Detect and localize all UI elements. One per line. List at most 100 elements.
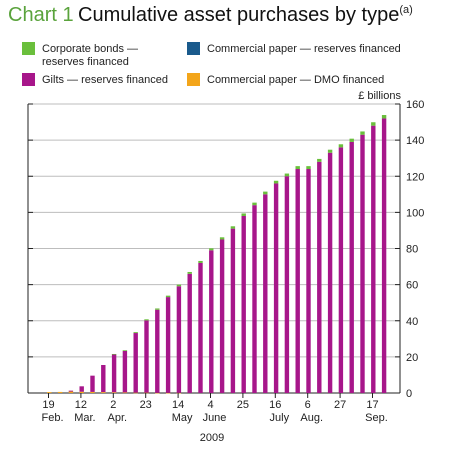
chart-number: Chart 1 [8,4,74,26]
x-tick-month-label: Aug. [300,412,323,424]
y-tick-label: 60 [406,280,418,292]
bar-corporate-bonds [360,131,365,135]
bar-gilts [79,386,84,392]
bar-commercial-paper-dmo [144,392,149,394]
bar-commercial-paper-dmo [57,391,63,393]
y-tick-label: 0 [406,388,412,400]
x-tick-day-label: 12 [75,399,87,411]
bar-corporate-bonds [284,173,290,177]
bar-corporate-bonds [111,353,117,355]
bar-commercial-paper-dmo [90,391,95,393]
bar-gilts [155,309,160,393]
y-tick-label: 20 [406,352,418,364]
bar-corporate-bonds [338,144,344,148]
bar-gilts [241,215,246,393]
bar-commercial-paper-dmo [155,392,160,394]
x-axis-year-label: 2009 [200,432,224,444]
bar-corporate-bonds [219,237,225,240]
chart-title-text: Cumulative asset purchases by type [78,4,400,26]
bar-commercial-paper-dmo [165,392,171,394]
bar-gilts [273,183,279,393]
bar-gilts [133,333,138,393]
x-tick-day-label: 27 [334,399,346,411]
bar-gilts [219,239,225,393]
x-tick-month-label: June [203,412,227,424]
bar-commercial-paper-dmo [111,392,117,393]
bar-gilts [111,354,117,393]
bar-corporate-bonds [273,180,279,184]
chart-title: Chart 1 Cumulative asset purchases by ty… [8,4,413,27]
x-tick-month-label: Feb. [41,412,63,424]
bar-commercial-paper-dmo [79,391,84,393]
x-tick-day-label: 4 [207,399,213,411]
x-tick-month-label: May [172,412,193,424]
bar-gilts [295,169,300,393]
x-tick-day-label: 19 [42,399,54,411]
bar-corporate-bonds [155,308,160,310]
x-tick-day-label: 17 [366,399,378,411]
x-tick-month-label: Mar. [74,412,95,424]
bar-corporate-bonds [133,332,138,334]
legend-label-gilts: Gilts — reserves financed [42,74,168,86]
bar-corporate-bonds [122,350,128,351]
bar-corporate-bonds [306,166,311,170]
x-tick-month-label: Sep. [365,412,388,424]
x-tick-day-label: 14 [172,399,184,411]
y-tick-label: 160 [406,99,424,111]
bar-corporate-bonds [317,158,322,162]
y-tick-label: 140 [406,135,424,147]
bar-gilts [252,205,257,393]
bar-corporate-bonds [381,115,387,119]
bar-corporate-bonds [165,295,171,298]
bar-corporate-bonds [241,213,246,216]
title-footnote-mark: (a) [399,4,413,16]
x-tick-month-label: Apr. [108,412,128,424]
bar-gilts [284,176,290,393]
bar-gilts [68,390,74,392]
x-tick-day-label: 25 [237,399,249,411]
y-tick-label: 40 [406,316,418,328]
legend-swatch-commercial-paper-reserves [187,42,200,55]
bar-corporate-bonds [371,122,376,126]
legend-label-corporate-bonds: reserves financed [42,56,129,68]
bar-corporate-bonds [198,260,203,263]
bar-gilts [306,169,311,393]
legend-swatch-gilts [22,73,35,86]
bar-corporate-bonds [230,226,236,229]
bar-corporate-bonds [144,319,149,321]
legend-swatch-corporate-bonds [22,42,35,55]
legend-label-commercial-paper-dmo: Commercial paper — DMO financed [207,74,384,86]
bar-corporate-bonds [263,191,268,195]
bar-corporate-bonds [187,271,192,274]
legend-label-corporate-bonds: Corporate bonds — [42,43,138,55]
x-tick-day-label: 6 [305,399,311,411]
bar-corporate-bonds [252,202,257,206]
bar-gilts [90,375,95,392]
bar-corporate-bonds [327,149,333,153]
bar-gilts [349,141,354,393]
bar-gilts [338,147,344,393]
bar-commercial-paper-dmo [133,392,138,394]
bar-commercial-paper-dmo [176,392,182,394]
bar-commercial-paper-dmo [47,392,52,393]
x-tick-day-label: 16 [269,399,281,411]
bar-commercial-paper-dmo [122,392,128,394]
legend-swatch-commercial-paper-dmo [187,73,200,86]
bar-corporate-bonds [349,138,354,142]
bar-gilts [165,297,171,393]
y-tick-label: 120 [406,171,424,183]
bar-corporate-bonds [295,166,300,170]
bar-gilts [198,262,203,393]
bar-gilts [230,228,236,393]
x-tick-month-label: July [270,412,290,424]
bar-gilts [371,125,376,394]
bar-corporate-bonds [176,284,182,287]
y-tick-label: 80 [406,244,418,256]
bar-commercial-paper-dmo [68,391,74,393]
bar-gilts [187,273,192,393]
bar-gilts [101,365,106,393]
x-tick-day-label: 23 [140,399,152,411]
bar-gilts [327,152,333,393]
bar-gilts [381,118,387,393]
